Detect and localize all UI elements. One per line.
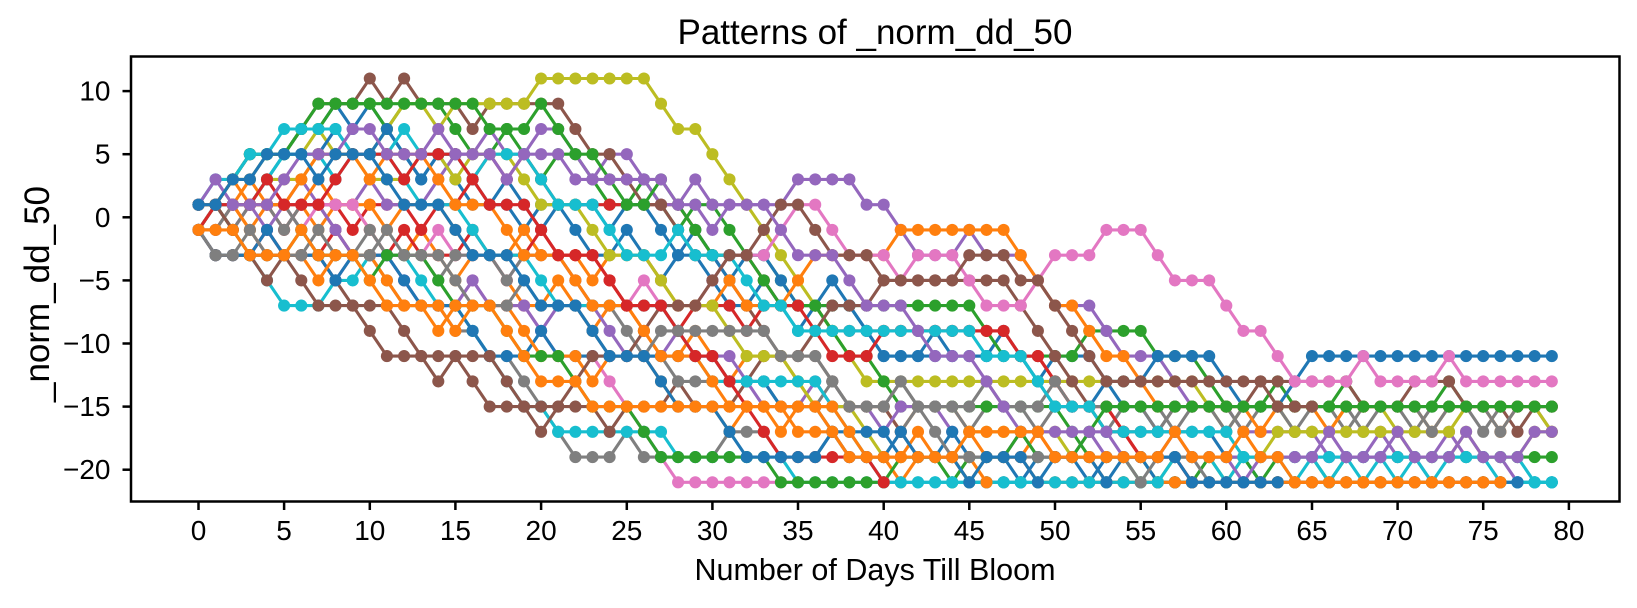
svg-text:−10: −10 (63, 328, 111, 359)
svg-text:0: 0 (95, 202, 111, 233)
svg-text:Patterns of _norm_dd_50: Patterns of _norm_dd_50 (678, 13, 1073, 52)
svg-text:80: 80 (1553, 515, 1584, 546)
svg-text:10: 10 (354, 515, 385, 546)
svg-text:60: 60 (1211, 515, 1242, 546)
svg-text:_norm_dd_50: _norm_dd_50 (18, 186, 57, 403)
svg-text:75: 75 (1468, 515, 1499, 546)
svg-text:−15: −15 (63, 391, 111, 422)
svg-text:65: 65 (1296, 515, 1327, 546)
svg-text:5: 5 (276, 515, 292, 546)
svg-text:0: 0 (191, 515, 207, 546)
svg-text:10: 10 (79, 76, 110, 107)
svg-text:35: 35 (782, 515, 813, 546)
svg-text:20: 20 (526, 515, 557, 546)
svg-text:15: 15 (440, 515, 471, 546)
svg-text:30: 30 (697, 515, 728, 546)
svg-text:−5: −5 (79, 265, 111, 296)
svg-text:40: 40 (868, 515, 899, 546)
svg-text:45: 45 (954, 515, 985, 546)
svg-text:50: 50 (1039, 515, 1070, 546)
svg-text:−20: −20 (63, 454, 111, 485)
svg-text:Number of Days Till Bloom: Number of Days Till Bloom (694, 553, 1055, 587)
svg-text:55: 55 (1125, 515, 1156, 546)
svg-text:25: 25 (611, 515, 642, 546)
svg-text:5: 5 (95, 139, 111, 170)
svg-text:70: 70 (1382, 515, 1413, 546)
